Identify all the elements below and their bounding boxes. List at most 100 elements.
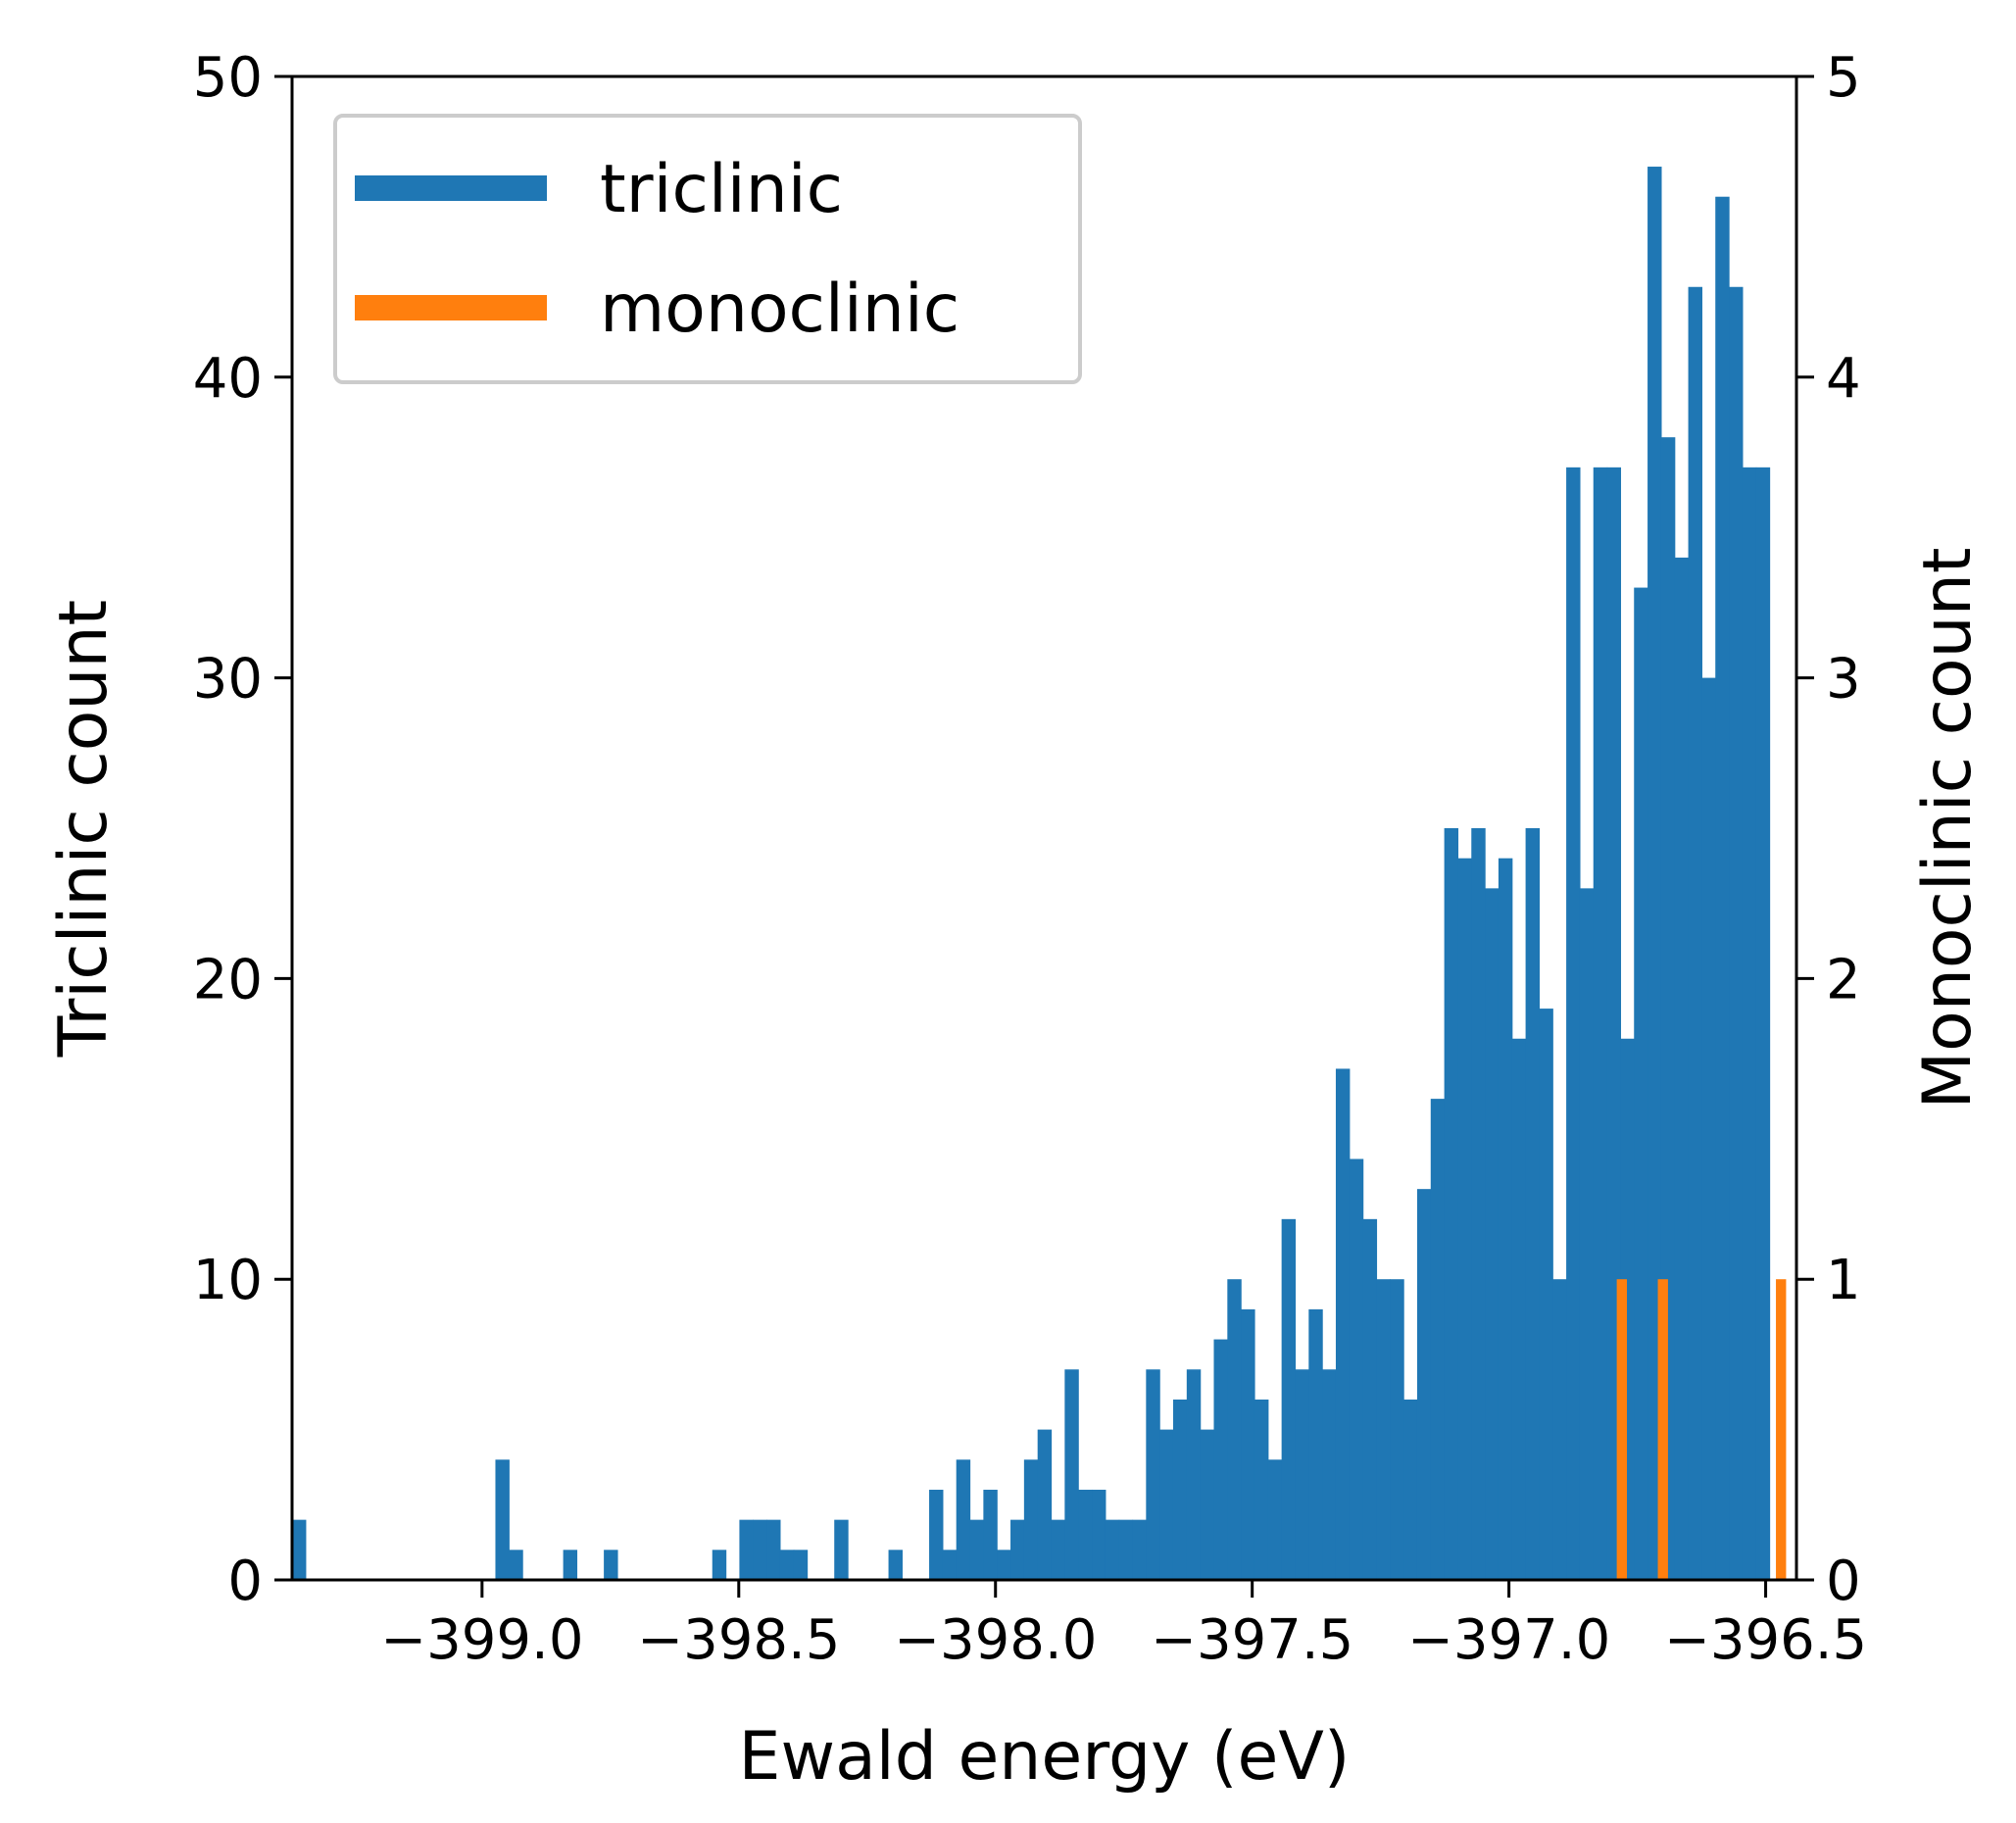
triclinic-bar [793,1550,809,1580]
triclinic-bar [1092,1489,1106,1580]
triclinic-bar [1742,467,1757,1581]
triclinic-bar [1105,1519,1120,1580]
x-tick-label: −397.0 [1407,1608,1610,1672]
triclinic-bar [1227,1279,1242,1580]
triclinic-bar [1078,1489,1093,1580]
triclinic-bar [1539,1009,1553,1580]
triclinic-bar [1457,858,1472,1580]
triclinic-bar [1308,1308,1323,1580]
triclinic-bar [1688,286,1702,1580]
triclinic-bar [1362,1218,1378,1580]
triclinic-bar [1485,888,1500,1580]
y-right-tick-label: 4 [1826,347,1861,411]
y-right-tick-label: 1 [1826,1249,1861,1312]
y-tick-label: 20 [193,948,263,1011]
x-tick-label: −399.0 [380,1608,583,1672]
triclinic-bar [1132,1519,1147,1580]
triclinic-bar [779,1550,795,1580]
triclinic-bar [1172,1399,1188,1580]
triclinic-bar [1254,1399,1269,1580]
y-right-tick-label: 0 [1826,1550,1861,1613]
triclinic-bar [1051,1519,1065,1580]
plot-frame [290,74,1798,1582]
triclinic-bar [1729,286,1744,1580]
legend-label-triclinic: triclinic [600,151,843,228]
triclinic-bar [1213,1339,1228,1580]
triclinic-bar [1281,1218,1297,1580]
legend: triclinic monoclinic [333,114,1082,384]
triclinic-bar [1755,467,1771,1581]
y-axis-right-ticks: 0 1 2 3 4 5 [1796,46,1861,1613]
y-tick-label: 50 [193,46,263,110]
triclinic-bar [1647,167,1662,1580]
triclinic-bar [1674,557,1690,1580]
triclinic-bar [1416,1189,1432,1580]
triclinic-bar [1064,1369,1079,1580]
triclinic-bar [983,1489,998,1580]
y-axis-right-title: Monoclinic count [1909,548,1987,1109]
triclinic-bar [509,1550,523,1580]
x-axis-ticks: −399.0 −398.5 −398.0 −397.5 −397.0 −396.5 [380,1580,1867,1672]
triclinic-bar [753,1519,767,1580]
triclinic-bar [604,1550,618,1580]
triclinic-bar [1593,467,1608,1581]
triclinic-bar [1267,1459,1283,1580]
triclinic-bar [1579,888,1595,1580]
triclinic-bar [942,1550,958,1580]
x-tick-label: −398.0 [894,1608,1097,1672]
y-tick-label: 0 [227,1550,263,1613]
y-tick-label: 10 [193,1249,263,1312]
triclinic-bar [929,1489,944,1580]
triclinic-bar [712,1550,727,1580]
legend-label-monoclinic: monoclinic [600,271,959,348]
monoclinic-bars [1616,1279,1787,1580]
triclinic-bar [969,1519,984,1580]
triclinic-bar [1566,467,1581,1581]
legend-swatch-monoclinic [355,295,547,320]
triclinic-bar [1241,1308,1255,1580]
triclinic-bars [292,167,1771,1581]
triclinic-bar [292,1519,307,1580]
x-tick-label: −396.5 [1664,1608,1867,1672]
triclinic-bar [1403,1399,1418,1580]
triclinic-bar [1349,1158,1364,1580]
triclinic-bar [1471,828,1486,1580]
triclinic-bar [956,1459,971,1580]
y-right-tick-label: 3 [1826,648,1861,712]
triclinic-bar [1376,1279,1391,1580]
triclinic-bar [1118,1519,1134,1580]
monoclinic-bar [1776,1279,1787,1580]
triclinic-bar [1498,858,1513,1580]
triclinic-bar [1159,1429,1174,1580]
x-axis-title: Ewald energy (eV) [739,1718,1351,1796]
triclinic-bar [1390,1279,1404,1580]
triclinic-bar [1010,1519,1025,1580]
triclinic-bar [1186,1369,1202,1580]
triclinic-bar [834,1519,849,1580]
y-tick-label: 30 [193,648,263,712]
triclinic-bar [1322,1369,1337,1580]
y-tick-label: 40 [193,347,263,411]
y-right-tick-label: 5 [1826,46,1861,110]
y-axis-left-ticks: 0 10 20 30 40 50 [193,46,292,1613]
triclinic-bar [495,1459,510,1580]
triclinic-bar [766,1519,781,1580]
triclinic-bar [1511,1038,1527,1580]
triclinic-bar [1037,1429,1053,1580]
monoclinic-bar [1616,1279,1628,1580]
legend-swatch-triclinic [355,175,547,201]
triclinic-bar [888,1550,903,1580]
y-axis-left-title: Triclinic count [45,600,123,1058]
triclinic-bar [1444,828,1459,1580]
triclinic-bar [1634,587,1648,1580]
triclinic-bar [1023,1459,1039,1580]
triclinic-bar [1200,1429,1215,1580]
triclinic-bar [1430,1099,1446,1580]
triclinic-bar [1146,1369,1160,1580]
triclinic-bar [1715,196,1730,1581]
triclinic-bar [739,1519,754,1580]
triclinic-bar [1295,1369,1309,1580]
y-right-tick-label: 2 [1826,948,1861,1011]
